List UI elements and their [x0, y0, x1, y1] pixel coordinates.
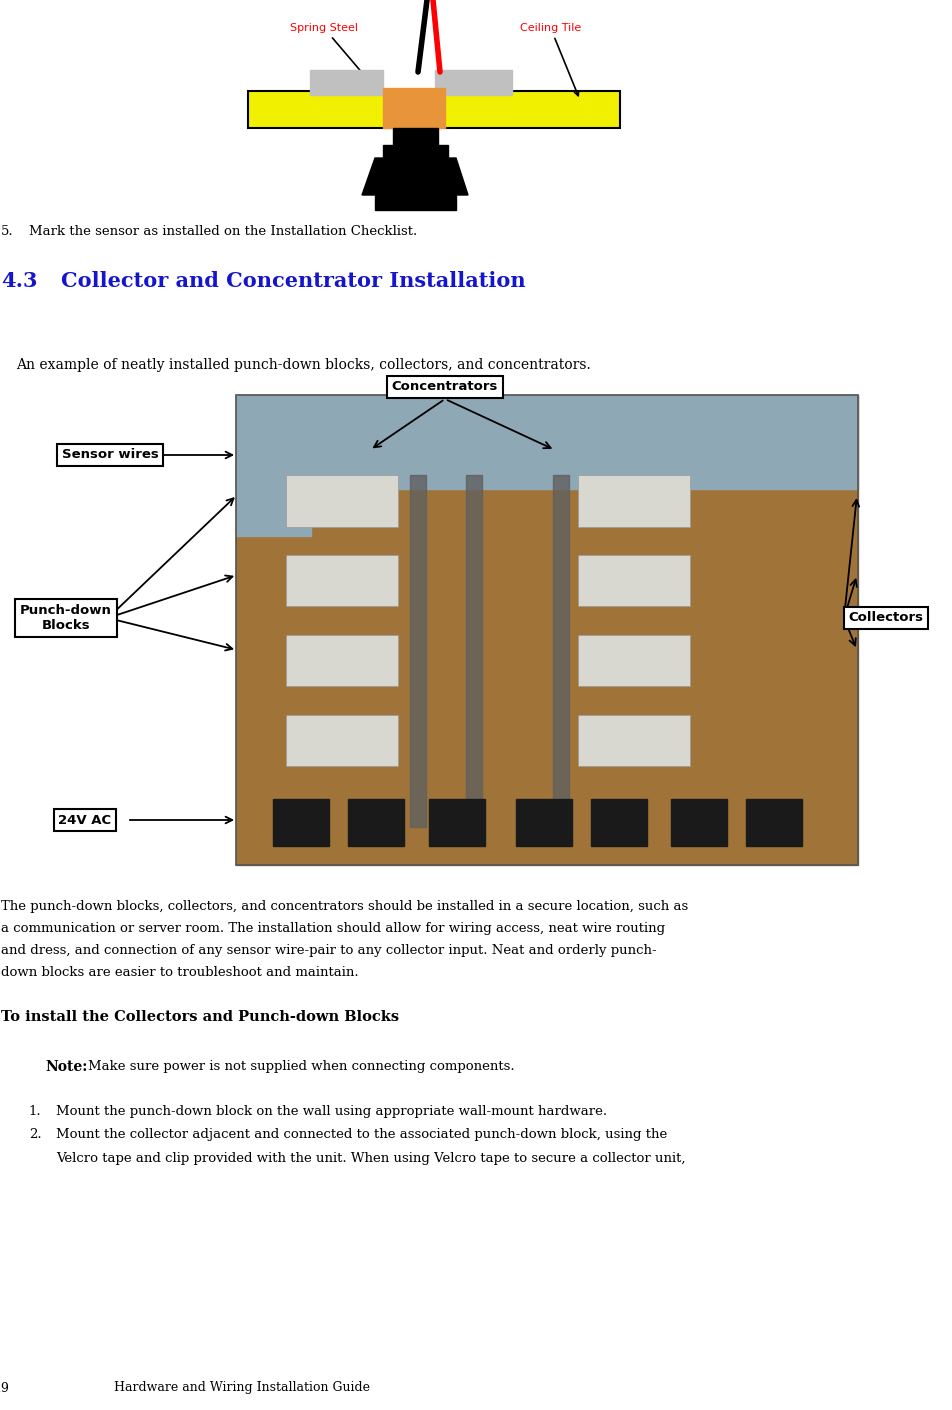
Text: Make sure power is not supplied when connecting components.: Make sure power is not supplied when con… [88, 1060, 514, 1073]
Text: 1.: 1. [29, 1105, 41, 1118]
Bar [236, 395, 858, 864]
Text: To install the Collectors and Punch-down Blocks: To install the Collectors and Punch-down… [1, 1010, 399, 1024]
Bar [375, 195, 456, 210]
Bar [286, 715, 398, 766]
Bar [578, 715, 690, 766]
Bar [671, 799, 727, 846]
Bar [286, 475, 398, 526]
Text: a communication or server room. The installation should allow for wiring access,: a communication or server room. The inst… [1, 922, 664, 935]
Bar [383, 87, 445, 128]
Bar [746, 799, 802, 846]
Bar [578, 475, 690, 526]
Bar [310, 70, 383, 94]
Bar [236, 461, 310, 536]
Text: Mount the collector adjacent and connected to the associated punch-down block, u: Mount the collector adjacent and connect… [56, 1128, 667, 1141]
Text: Collector and Concentrator Installation: Collector and Concentrator Installation [61, 271, 526, 290]
Bar [578, 634, 690, 687]
Text: 5.: 5. [1, 226, 13, 238]
Text: An example of neatly installed punch-down blocks, collectors, and concentrators.: An example of neatly installed punch-dow… [16, 358, 590, 372]
Text: Ceiling Tile: Ceiling Tile [520, 23, 582, 96]
Bar [553, 475, 568, 828]
Text: Spring Steel: Spring Steel [290, 23, 367, 79]
Text: The punch-down blocks, collectors, and concentrators should be installed in a se: The punch-down blocks, collectors, and c… [1, 900, 688, 914]
Bar [236, 395, 858, 864]
Bar [393, 128, 438, 145]
Bar [466, 475, 482, 828]
Text: 24V AC: 24V AC [58, 814, 111, 826]
Text: Velcro tape and clip provided with the unit. When using Velcro tape to secure a : Velcro tape and clip provided with the u… [56, 1152, 685, 1165]
Bar [236, 395, 858, 489]
Bar [286, 554, 398, 606]
Text: 2.: 2. [29, 1128, 41, 1141]
Bar [428, 799, 485, 846]
Text: 4.3: 4.3 [1, 271, 37, 290]
Text: 19: 19 [0, 1382, 9, 1394]
Polygon shape [362, 158, 468, 195]
Text: Mount the punch-down block on the wall using appropriate wall‑mount hardware.: Mount the punch-down block on the wall u… [56, 1105, 607, 1118]
Bar [590, 799, 646, 846]
Bar [383, 145, 448, 158]
Text: Note:: Note: [46, 1060, 89, 1074]
Bar [248, 92, 620, 128]
Text: Hardware and Wiring Installation Guide: Hardware and Wiring Installation Guide [114, 1382, 370, 1394]
Text: Collectors: Collectors [848, 612, 923, 625]
Bar [578, 554, 690, 606]
Text: down blocks are easier to troubleshoot and maintain.: down blocks are easier to troubleshoot a… [1, 966, 358, 979]
Text: Punch-down
Blocks: Punch-down Blocks [20, 603, 112, 632]
Bar [435, 70, 512, 94]
Text: Concentrators: Concentrators [392, 381, 498, 393]
Text: and dress, and connection of any sensor wire‑pair to any collector input. Neat a: and dress, and connection of any sensor … [1, 945, 657, 957]
Bar [273, 799, 329, 846]
Bar [516, 799, 572, 846]
Bar [286, 634, 398, 687]
Bar [348, 799, 404, 846]
Bar [410, 475, 426, 828]
Text: Mark the sensor as installed on the Installation Checklist.: Mark the sensor as installed on the Inst… [29, 226, 417, 238]
Text: Sensor wires: Sensor wires [62, 448, 158, 461]
